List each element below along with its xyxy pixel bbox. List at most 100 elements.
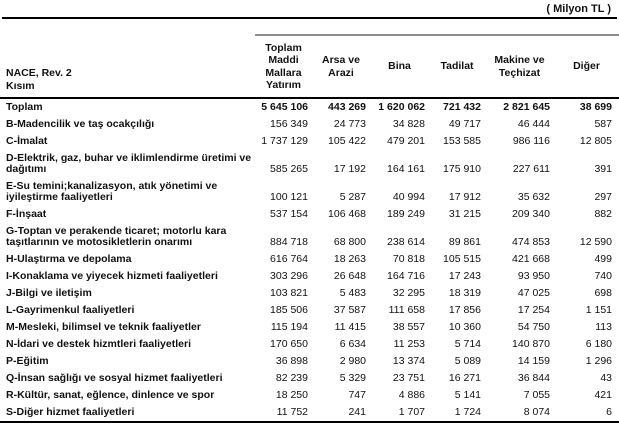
top-rule xyxy=(2,17,617,19)
cell-value: 1 296 xyxy=(585,355,612,367)
table-row: Toplam 5 645 106 443 269 1 620 062 721 4… xyxy=(0,98,619,116)
cell-value: 37 587 xyxy=(333,304,366,316)
cell-value: 421 xyxy=(594,389,612,401)
cell-value: 46 444 xyxy=(517,118,550,130)
cell-value: 303 296 xyxy=(270,270,308,282)
cell-value: 12 805 xyxy=(579,135,612,147)
table-row: I-Konaklama ve yiyecek hizmeti faaliyetl… xyxy=(0,268,619,285)
cell-value: 5 329 xyxy=(339,372,366,384)
row-label: C-İmalat xyxy=(6,135,48,147)
cell-value: 189 249 xyxy=(387,208,425,220)
table-row: E-Su temini;kanalizasyon, atık yönetimi … xyxy=(0,178,619,206)
cell-value: 36 898 xyxy=(275,355,308,367)
cell-value: 4 886 xyxy=(398,389,425,401)
table-row: B-Madencilik ve taş ocakçılığı 156 349 2… xyxy=(0,116,619,133)
cell-value: 882 xyxy=(594,208,612,220)
col-header-toplam-maddi-mallara-yatirim: Toplam Maddi Mallara Yatırım xyxy=(255,34,312,99)
cell-value: 49 717 xyxy=(448,118,481,130)
table-row: F-İnşaat 537 154 106 468 189 249 31 215 … xyxy=(0,206,619,223)
cell-value: 43 xyxy=(600,372,612,384)
cell-value: 100 121 xyxy=(270,191,308,203)
table-row: S-Diğer hizmet faaliyetleri 11 752 241 1… xyxy=(0,404,619,423)
row-label: H-Ulaştırma ve depolama xyxy=(6,253,132,265)
row-label: S-Diğer hizmet faaliyetleri xyxy=(0,404,255,423)
cell-value: 17 243 xyxy=(448,270,481,282)
cell-value: 5 287 xyxy=(339,191,366,203)
col-header-bina: Bina xyxy=(370,34,429,99)
row-label: G-Toptan ve perakende ticaret; motorlu k… xyxy=(6,225,227,248)
cell-value: 17 254 xyxy=(517,304,550,316)
cell-value: 68 800 xyxy=(333,236,366,248)
cell-value: 11 752 xyxy=(255,404,312,423)
cell-value: 26 648 xyxy=(333,270,366,282)
cell-value: 36 844 xyxy=(517,372,550,384)
cell-value: 18 319 xyxy=(448,287,481,299)
cell-value: 185 506 xyxy=(270,304,308,316)
table-row: L-Gayrimenkul faaliyetleri 185 506 37 58… xyxy=(0,302,619,319)
cell-value: 115 194 xyxy=(270,321,308,333)
cell-value: 1 620 062 xyxy=(378,101,425,113)
table-row: M-Mesleki, bilimsel ve teknik faaliyetle… xyxy=(0,319,619,336)
cell-value: 106 468 xyxy=(328,208,366,220)
cell-value: 140 870 xyxy=(512,338,550,350)
cell-value: 10 360 xyxy=(448,321,481,333)
cell-value: 156 349 xyxy=(270,118,308,130)
row-label: F-İnşaat xyxy=(6,208,47,220)
cell-value: 31 215 xyxy=(448,208,481,220)
cell-value: 7 055 xyxy=(523,389,550,401)
cell-value: 5 714 xyxy=(454,338,481,350)
cell-value: 164 161 xyxy=(387,163,425,175)
cell-value: 35 632 xyxy=(517,191,550,203)
row-label: P-Eğitim xyxy=(6,355,49,367)
table-row: Q-İnsan sağlığı ve sosyal hizmet faaliye… xyxy=(0,370,619,387)
cell-value: 209 340 xyxy=(512,208,550,220)
cell-value: 113 xyxy=(595,321,612,333)
cell-value: 34 828 xyxy=(392,118,425,130)
cell-value: 24 773 xyxy=(333,118,366,130)
header-row: NACE, Rev. 2 Kısım Toplam Maddi Mallara … xyxy=(0,34,619,99)
cell-value: 5 089 xyxy=(454,355,481,367)
table-body: Toplam 5 645 106 443 269 1 620 062 721 4… xyxy=(0,98,619,423)
row-label: M-Mesleki, bilimsel ve teknik faaliyetle… xyxy=(6,321,201,333)
cell-value: 11 253 xyxy=(393,338,425,350)
cell-value: 153 585 xyxy=(443,135,481,147)
cell-value: 175 910 xyxy=(443,163,481,175)
cell-value: 18 250 xyxy=(275,389,308,401)
cell-value: 747 xyxy=(348,389,366,401)
cell-value: 105 422 xyxy=(328,135,366,147)
row-label: J-Bilgi ve iletişim xyxy=(6,287,92,299)
cell-value: 111 658 xyxy=(388,304,425,316)
cell-value: 1 151 xyxy=(585,304,612,316)
cell-value: 38 557 xyxy=(392,321,425,333)
cell-value: 13 374 xyxy=(392,355,425,367)
cell-value: 587 xyxy=(594,118,612,130)
cell-value: 17 912 xyxy=(448,191,481,203)
cell-value: 391 xyxy=(594,163,612,175)
cell-value: 1 737 129 xyxy=(261,135,308,147)
cell-value: 698 xyxy=(594,287,612,299)
table-row: D-Elektrik, gaz, buhar ve iklimlendirme … xyxy=(0,150,619,178)
table-row: G-Toptan ve perakende ticaret; motorlu k… xyxy=(0,223,619,251)
table-row: P-Eğitim 36 898 2 980 13 374 5 089 14 15… xyxy=(0,353,619,370)
table-row: J-Bilgi ve iletişim 103 821 5 483 32 295… xyxy=(0,285,619,302)
cell-value: 18 263 xyxy=(333,253,366,265)
col-header-tadilat: Tadilat xyxy=(429,34,485,99)
cell-value: 986 116 xyxy=(512,135,550,147)
cell-value: 12 590 xyxy=(579,236,612,248)
cell-value: 47 025 xyxy=(517,287,550,299)
cell-value: 70 818 xyxy=(392,253,425,265)
cell-value: 5 645 106 xyxy=(261,101,308,113)
cell-value: 884 718 xyxy=(270,236,308,248)
cell-value: 32 295 xyxy=(392,287,425,299)
cell-value: 297 xyxy=(594,191,612,203)
cell-value: 54 750 xyxy=(517,321,550,333)
cell-value: 6 180 xyxy=(585,338,612,350)
cell-value: 474 853 xyxy=(512,236,550,248)
row-label: Q-İnsan sağlığı ve sosyal hizmet faaliye… xyxy=(6,372,223,384)
cell-value: 241 xyxy=(312,404,370,423)
row-label: B-Madencilik ve taş ocakçılığı xyxy=(6,118,155,130)
cell-value: 93 950 xyxy=(517,270,550,282)
row-label: D-Elektrik, gaz, buhar ve iklimlendirme … xyxy=(6,152,252,175)
cell-value: 421 668 xyxy=(512,253,550,265)
